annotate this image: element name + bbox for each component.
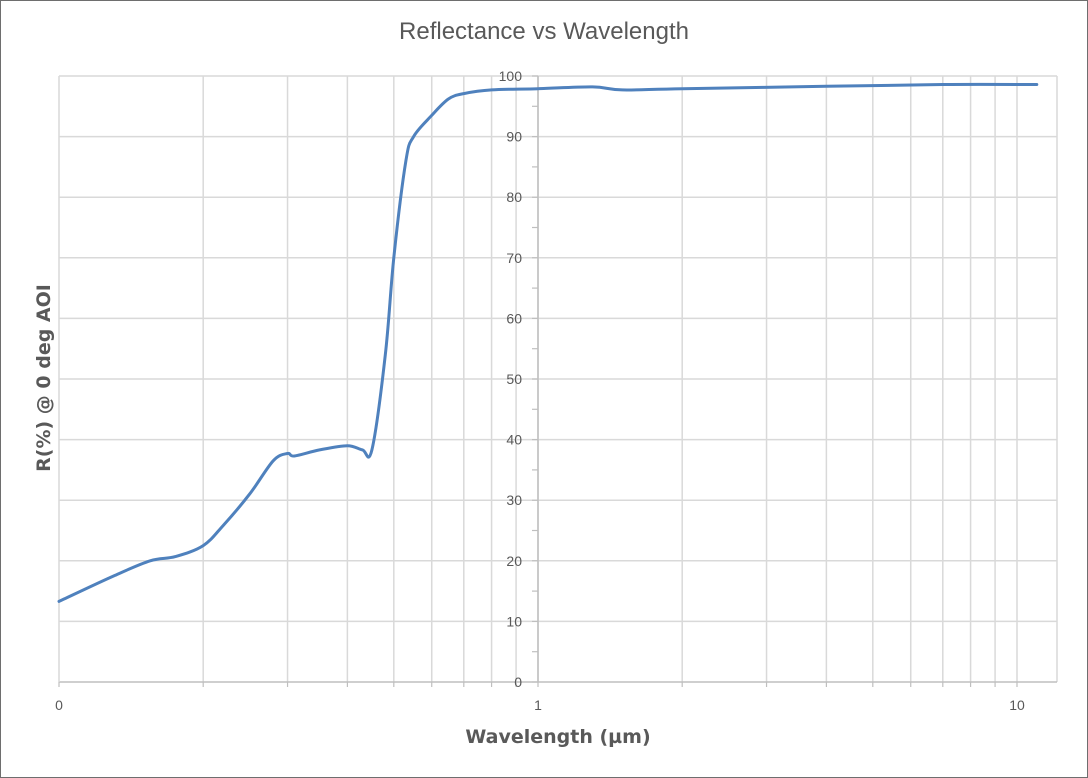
data-point	[286, 452, 289, 455]
chart-title: Reflectance vs Wavelength	[399, 18, 689, 45]
data-point	[621, 88, 624, 91]
x-tick-label: 1	[534, 697, 542, 713]
y-tick-label: 80	[506, 189, 522, 205]
data-point	[58, 600, 61, 603]
x-axis-title: Wavelength (µm)	[465, 726, 651, 748]
x-tick-label: 10	[1009, 697, 1025, 713]
data-point	[248, 493, 251, 496]
series-points	[58, 83, 1039, 603]
series-line	[57, 82, 1039, 603]
data-point	[370, 448, 373, 451]
data-point	[174, 555, 177, 558]
data-point	[490, 88, 493, 91]
y-tick-label: 10	[506, 613, 522, 629]
y-tick-label: 20	[506, 553, 522, 569]
horizontal-gridlines	[59, 75, 1057, 623]
y-axis-title: R(%) @ 0 deg AOI	[33, 284, 55, 472]
data-point	[681, 87, 684, 90]
data-point	[591, 85, 594, 88]
tick-marks	[58, 75, 1018, 687]
data-point	[430, 114, 433, 117]
y-tick-label: 50	[506, 371, 522, 387]
x-tick-label: 0	[55, 697, 63, 713]
data-point	[272, 459, 275, 462]
data-point	[293, 454, 296, 457]
data-point	[412, 135, 415, 138]
data-point	[447, 98, 450, 101]
y-tick-label: 70	[506, 250, 522, 266]
data-point	[202, 544, 205, 547]
data-point	[149, 559, 152, 562]
data-point	[537, 87, 540, 90]
data-point	[825, 85, 828, 88]
data-point	[384, 353, 387, 356]
y-tick-label: 60	[506, 310, 522, 326]
data-point	[361, 448, 364, 451]
data-point	[404, 159, 407, 162]
data-point	[222, 524, 225, 527]
data-point	[112, 574, 115, 577]
y-tick-label: 100	[499, 68, 523, 84]
y-tick-label: 30	[506, 492, 522, 508]
data-point	[1035, 83, 1038, 86]
data-point	[346, 444, 349, 447]
y-tick-label: 90	[506, 129, 522, 145]
y-tick-labels: 0 10 20 30 40 50 60 70 80 90 100	[499, 68, 523, 690]
y-tick-label: 40	[506, 432, 522, 448]
data-point	[941, 83, 944, 86]
x-tick-labels: 0 1 10	[55, 697, 1025, 713]
y-tick-label: 0	[514, 674, 522, 690]
data-point	[462, 92, 465, 95]
data-point	[318, 448, 321, 451]
data-point	[392, 256, 395, 259]
